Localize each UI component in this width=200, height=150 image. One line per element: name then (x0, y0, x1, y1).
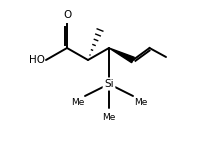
Text: Si: Si (104, 79, 114, 89)
Polygon shape (109, 48, 134, 63)
Text: HO: HO (29, 55, 44, 65)
Text: Me: Me (134, 98, 147, 107)
Text: Me: Me (102, 112, 116, 122)
Text: Me: Me (71, 98, 84, 107)
Text: O: O (63, 9, 71, 20)
